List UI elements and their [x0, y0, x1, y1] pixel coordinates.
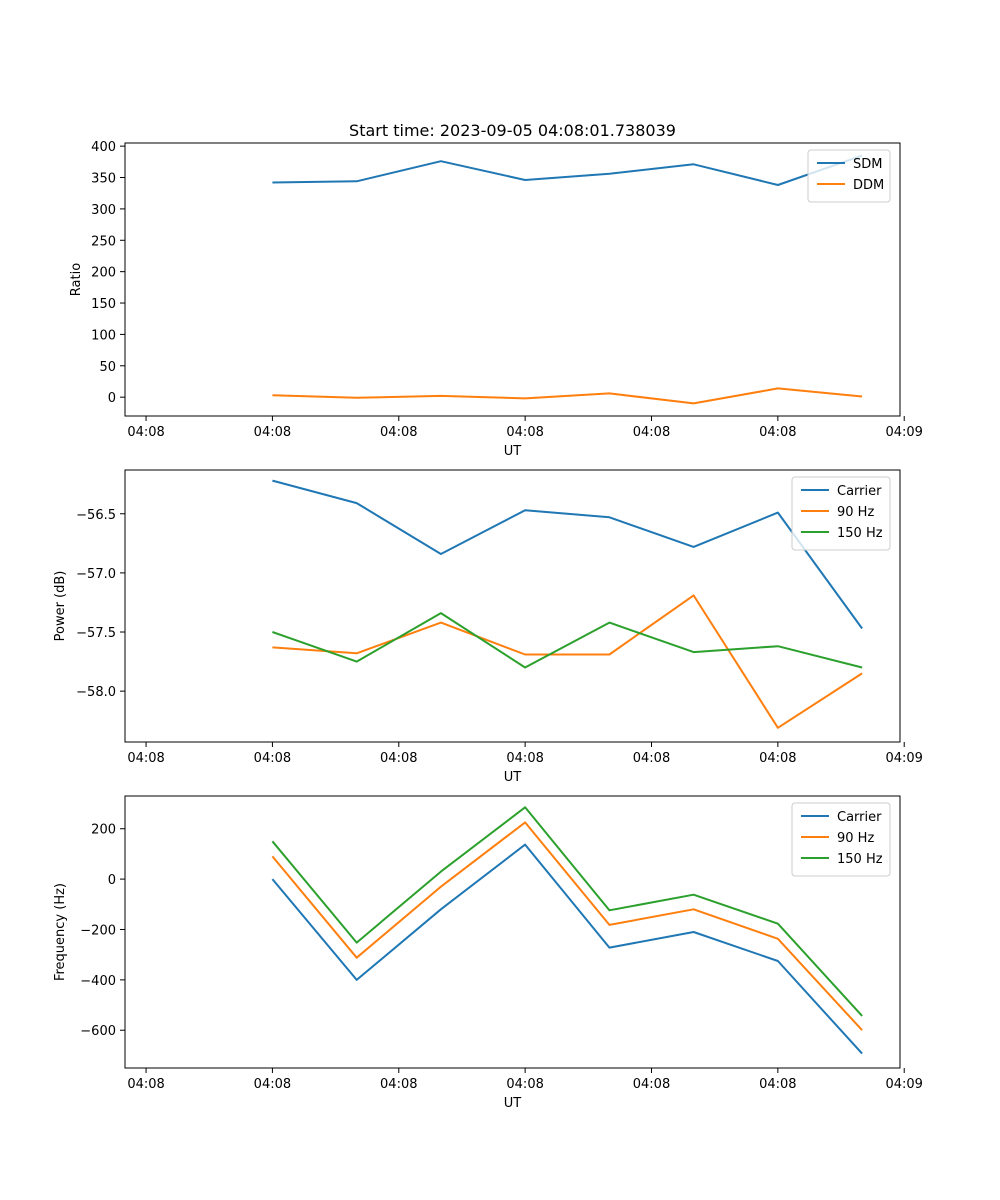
x-tick-label: 04:08 — [506, 1077, 543, 1092]
y-tick-label: 300 — [91, 203, 116, 218]
legend-label: 150 Hz — [837, 852, 883, 867]
y-axis-label: Ratio — [69, 263, 84, 296]
chart-panel-1: Start time: 2023-09-05 04:08:01.73803904… — [69, 121, 923, 459]
x-tick-label: 04:08 — [506, 751, 543, 766]
x-axis-label: UT — [504, 770, 522, 785]
legend: SDM DDM — [807, 149, 891, 203]
plot-frame — [124, 469, 901, 743]
series-line-carrier — [271, 843, 863, 1055]
legend-label: DDM — [853, 178, 884, 193]
x-axis-label: UT — [504, 1096, 522, 1111]
plot-frame — [124, 795, 901, 1069]
x-tick-label: 04:08 — [759, 751, 796, 766]
chart-title: Start time: 2023-09-05 04:08:01.738039 — [349, 121, 676, 140]
y-axis-label: Power (dB) — [53, 571, 68, 642]
legend: Carrier 90 Hz 150 Hz — [791, 802, 891, 877]
legend-label: Carrier — [837, 484, 882, 499]
x-axis-label: UT — [504, 444, 522, 459]
series-line-sdm — [272, 154, 863, 186]
series-line-ddm — [272, 387, 863, 405]
legend-label: SDM — [853, 157, 882, 172]
series-line-90-hz — [271, 821, 863, 1031]
y-axis-label: Frequency (Hz) — [53, 883, 68, 981]
legend-label: 90 Hz — [837, 831, 874, 846]
legend-label: 90 Hz — [837, 505, 874, 520]
legend: Carrier 90 Hz 150 Hz — [791, 476, 891, 551]
y-tick-label: 50 — [99, 360, 116, 375]
y-tick-label: −57.0 — [76, 567, 116, 582]
y-tick-label: −200 — [80, 923, 116, 938]
y-tick-label: 0 — [108, 391, 116, 406]
x-tick-label: 04:08 — [380, 1077, 417, 1092]
y-tick-label: −58.0 — [76, 685, 116, 700]
y-tick-label: 150 — [91, 297, 116, 312]
y-tick-label: 200 — [91, 266, 116, 281]
x-tick-label: 04:08 — [759, 425, 796, 440]
y-tick-label: −400 — [80, 974, 116, 989]
y-tick-label: 250 — [91, 234, 116, 249]
x-tick-label: 04:08 — [254, 751, 291, 766]
x-tick-label: 04:08 — [380, 425, 417, 440]
legend-label: 150 Hz — [837, 526, 883, 541]
y-tick-label: 200 — [91, 823, 116, 838]
y-tick-label: 0 — [108, 873, 116, 888]
x-tick-label: 04:09 — [885, 1077, 922, 1092]
x-tick-label: 04:08 — [506, 425, 543, 440]
x-tick-label: 04:08 — [633, 425, 670, 440]
x-tick-label: 04:08 — [759, 1077, 796, 1092]
plot-frame — [124, 142, 901, 417]
x-tick-label: 04:08 — [254, 1077, 291, 1092]
series-line-150-hz — [271, 806, 863, 1017]
x-tick-label: 04:09 — [885, 425, 922, 440]
y-tick-label: −57.5 — [76, 626, 116, 641]
chart-panel-2: 04:08 04:08 04:08 04:08 04:08 04:08 04:09 −58.0… — [53, 469, 923, 785]
y-tick-label: −56.5 — [76, 508, 116, 523]
x-tick-label: 04:08 — [127, 425, 164, 440]
legend-label: Carrier — [837, 810, 882, 825]
y-tick-label: 350 — [91, 172, 116, 187]
x-tick-label: 04:08 — [633, 751, 670, 766]
x-tick-label: 04:08 — [127, 1077, 164, 1092]
y-tick-label: −600 — [80, 1024, 116, 1039]
x-tick-label: 04:08 — [127, 751, 164, 766]
x-tick-label: 04:08 — [254, 425, 291, 440]
y-tick-label: 400 — [91, 140, 116, 155]
chart-panel-3: 04:08 04:08 04:08 04:08 04:08 04:08 04:09 −600 −… — [53, 795, 923, 1111]
y-tick-label: 100 — [91, 328, 116, 343]
series-line-90-hz — [272, 594, 863, 729]
x-tick-label: 04:09 — [885, 751, 922, 766]
series-line-carrier — [272, 479, 863, 630]
x-tick-label: 04:08 — [633, 1077, 670, 1092]
series-line-150-hz — [272, 612, 863, 669]
x-tick-label: 04:08 — [380, 751, 417, 766]
